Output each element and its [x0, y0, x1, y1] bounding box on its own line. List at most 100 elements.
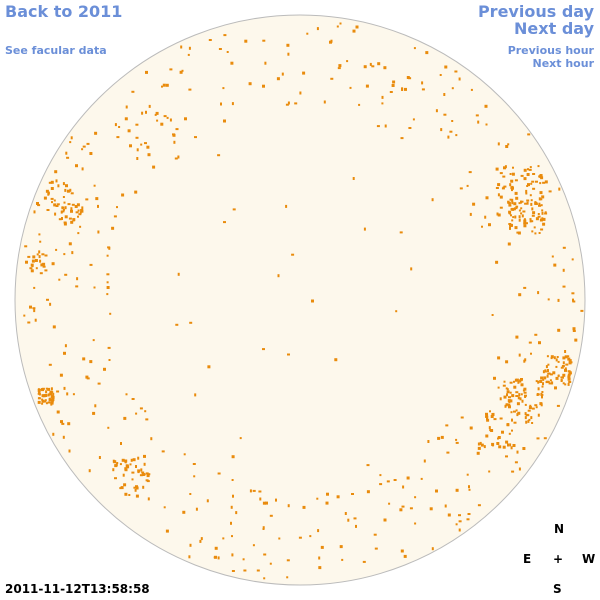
facula: [528, 168, 532, 171]
facula: [469, 212, 472, 216]
facula: [63, 253, 66, 256]
back-year-link[interactable]: Back to 2011: [5, 2, 123, 21]
facula: [567, 382, 570, 386]
previous-day-link[interactable]: Previous day: [477, 2, 594, 21]
facula: [491, 443, 494, 447]
facula: [175, 323, 179, 326]
facula: [526, 201, 529, 205]
facula: [192, 463, 196, 465]
facula: [541, 385, 544, 388]
facula: [531, 422, 534, 424]
facula: [56, 390, 60, 393]
facula: [493, 418, 497, 421]
facula: [497, 436, 501, 439]
facula: [435, 489, 438, 493]
facula: [447, 135, 450, 139]
facula: [515, 395, 519, 397]
facula: [71, 203, 75, 206]
facula: [477, 446, 481, 450]
facular-data-link[interactable]: See facular data: [5, 44, 107, 57]
facula: [536, 393, 539, 396]
facula: [231, 535, 233, 538]
facula: [121, 193, 125, 197]
facula: [97, 230, 100, 234]
facula: [540, 376, 544, 380]
facula: [70, 207, 73, 211]
facula: [527, 409, 531, 412]
facula: [552, 371, 556, 375]
facula: [568, 372, 572, 375]
facula: [74, 205, 78, 208]
next-day-link[interactable]: Next day: [514, 19, 594, 38]
facula: [523, 286, 527, 289]
facula: [239, 437, 242, 440]
facula: [199, 539, 202, 543]
facula: [66, 392, 69, 396]
facula: [540, 204, 543, 207]
previous-hour-link[interactable]: Previous hour: [507, 44, 594, 57]
facula: [546, 374, 549, 378]
facula: [207, 365, 211, 369]
facula: [451, 87, 454, 90]
facula: [97, 204, 99, 208]
facula: [551, 381, 554, 385]
facula: [51, 201, 53, 204]
facula: [92, 411, 96, 415]
facula: [339, 22, 342, 25]
facula: [134, 488, 137, 492]
facula: [410, 267, 413, 271]
facula: [248, 82, 252, 86]
facula: [458, 528, 461, 532]
facula: [160, 122, 164, 126]
facula: [553, 263, 557, 267]
facula: [39, 272, 43, 275]
facula: [46, 298, 49, 301]
facula: [548, 190, 552, 193]
facula: [50, 387, 53, 391]
facula: [508, 401, 511, 404]
facula: [51, 262, 55, 266]
facula: [502, 445, 506, 449]
facula: [72, 393, 75, 396]
facula: [526, 173, 530, 176]
facula: [511, 394, 515, 398]
facula: [37, 204, 41, 207]
facula: [311, 299, 314, 303]
next-hour-link[interactable]: Next hour: [532, 57, 595, 70]
facula: [45, 390, 48, 394]
facula: [78, 213, 82, 216]
facula: [516, 205, 519, 208]
facula: [558, 187, 561, 191]
facula: [97, 382, 101, 385]
facula: [67, 203, 71, 206]
facula: [532, 173, 536, 175]
facula: [137, 469, 141, 473]
facula: [135, 136, 139, 139]
facula: [217, 556, 220, 560]
facula: [177, 272, 180, 276]
facula: [235, 511, 238, 515]
facula: [118, 126, 121, 128]
facula: [515, 335, 519, 339]
facula: [75, 164, 78, 168]
facula: [31, 259, 35, 263]
facula: [56, 203, 60, 206]
facula: [527, 183, 530, 187]
facula: [276, 77, 280, 81]
facula: [544, 211, 547, 215]
facula: [40, 263, 44, 267]
facula: [529, 166, 532, 169]
facula: [503, 380, 506, 383]
facula: [262, 528, 265, 530]
facula: [226, 51, 229, 53]
facula: [530, 199, 533, 202]
facula: [535, 406, 538, 409]
facula: [523, 387, 527, 391]
facula: [542, 217, 546, 221]
facula: [166, 116, 169, 119]
facula: [366, 464, 370, 467]
facula: [446, 451, 450, 454]
facula: [538, 175, 541, 178]
facula: [409, 507, 413, 510]
facula: [515, 409, 518, 412]
